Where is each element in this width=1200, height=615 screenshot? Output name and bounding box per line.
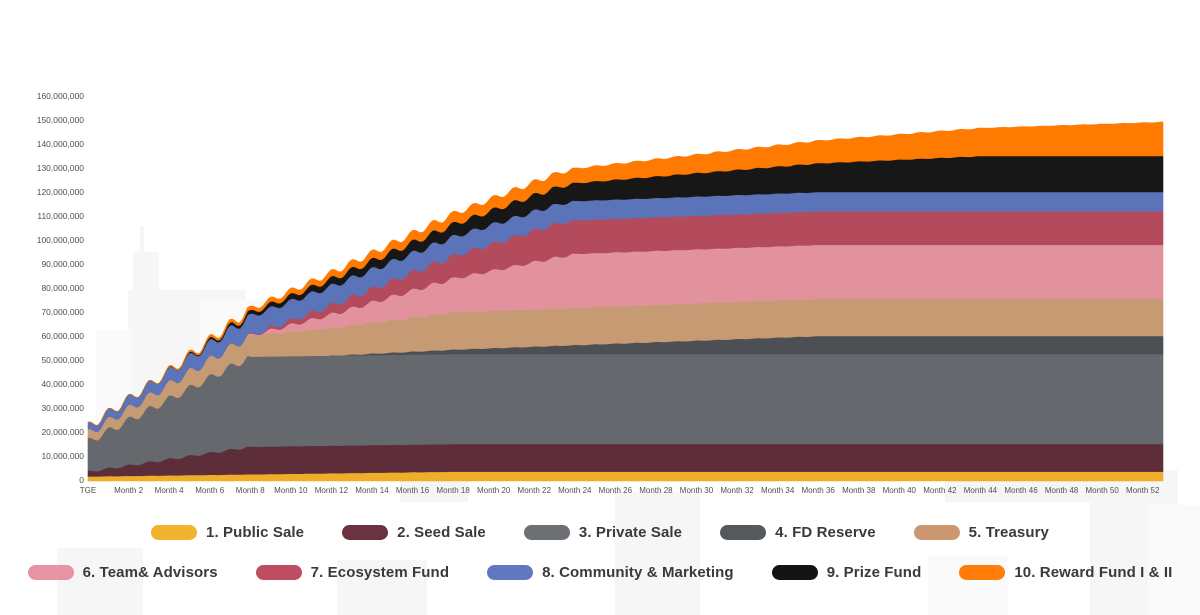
y-tick-label: 30,000,000 [41,403,84,413]
x-tick-label: Month 40 [883,486,917,495]
legend-swatch-treasury [913,524,960,540]
legend-label-ecosystem-fund: 7. Ecosystem Fund [310,563,450,581]
x-tick-label: Month 10 [274,486,308,495]
legend-swatch-prize-fund [771,564,818,580]
y-tick-label: 50,000,000 [41,355,84,365]
legend-item-community-marketing[interactable]: 8. Community & Marketing [487,564,734,581]
legend-label-private-sale: 3. Private Sale [578,523,683,541]
x-tick-label-tge: TGE [80,486,96,495]
legend-swatch-public-sale [151,524,198,540]
legend-row-1: 1. Public Sale 2. Seed Sale 3. Private Sal… [0,512,1200,552]
x-tick-label: Month 48 [1045,486,1079,495]
x-tick-label: Month 26 [599,486,633,495]
legend-swatch-ecosystem-fund [255,564,302,580]
legend-label-team-advisors: 6. Team& Advisors [82,563,218,581]
x-tick-label: Month 34 [761,486,795,495]
stacked-area-chart: 0 10,000,000 20,000,000 30,000,000 40,000,00… [37,91,1164,495]
y-tick-label: 120,000,000 [37,187,85,197]
x-tick-label: Month 12 [315,486,349,495]
y-tick-label: 100,000,000 [37,235,85,245]
skyline-watermark-castle-tower [133,252,159,312]
x-tick-label: Month 16 [396,486,430,495]
legend-swatch-team-advisors [27,564,74,580]
legend-item-ecosystem-fund[interactable]: 7. Ecosystem Fund [255,563,450,581]
y-tick-label: 150,000,000 [37,115,85,125]
skyline-watermark-block [57,548,143,615]
y-tick-label: 90,000,000 [41,259,84,269]
x-tick-label: Month 46 [1004,486,1038,495]
legend-label-reward-fund-i-ii: 10. Reward Fund I & II [1014,563,1173,581]
y-tick-label: 80,000,000 [41,283,84,293]
legend-swatch-fd-reserve [720,524,767,540]
x-tick-label: Month 30 [680,486,714,495]
legend-swatch-community-marketing [487,564,534,580]
x-tick-label: Month 38 [842,486,876,495]
area-reward-fund-i-ii [87,121,1164,426]
x-tick-label: Month 18 [436,486,470,495]
legend-swatch-seed-sale [342,524,389,540]
x-tick-label: Month 28 [639,486,673,495]
skyline-watermark-castle-spire [140,226,144,266]
legend-label-public-sale: 1. Public Sale [206,523,305,541]
y-tick-label: 60,000,000 [41,331,84,341]
x-tick-label: Month 22 [518,486,552,495]
x-tick-label: Month 20 [477,486,511,495]
x-tick-label: Month 4 [155,486,184,495]
x-tick-label: Month 50 [1085,486,1119,495]
y-tick-label: 70,000,000 [41,307,84,317]
legend-item-private-sale[interactable]: 3. Private Sale [523,523,683,541]
y-tick-label: 0 [79,475,84,485]
x-tick-label: Month 36 [802,486,836,495]
y-tick-label: 10,000,000 [41,451,84,461]
x-tick-label: Month 24 [558,486,592,495]
x-tick-label: Month 42 [923,486,957,495]
legend-swatch-reward-fund-i-ii [959,564,1006,580]
x-tick-label: Month 32 [720,486,754,495]
legend-label-fd-reserve: 4. FD Reserve [775,523,876,541]
y-tick-label: 140,000,000 [37,139,85,149]
legend-label-prize-fund: 9. Prize Fund [826,563,922,581]
legend-item-treasury[interactable]: 5. Treasury [913,523,1049,541]
legend-label-seed-sale: 2. Seed Sale [397,523,486,541]
skyline-watermark-block [400,478,468,502]
chart-legend: 1. Public Sale 2. Seed Sale 3. Private Sal… [0,512,1200,592]
skyline-watermark-block [1148,505,1200,615]
y-tick-label: 160,000,000 [37,91,85,101]
x-tick-label: Month 14 [355,486,389,495]
y-tick-label: 130,000,000 [37,163,85,173]
legend-item-reward-fund-i-ii[interactable]: 10. Reward Fund I & II [959,564,1172,581]
x-tick-label: Month 6 [195,486,224,495]
x-tick-label: Month 2 [114,486,143,495]
area-seed-sale [87,443,1164,477]
legend-label-treasury: 5. Treasury [968,523,1049,541]
x-tick-label: Month 44 [964,486,998,495]
legend-item-fd-reserve[interactable]: 4. FD Reserve [720,524,876,541]
legend-item-prize-fund[interactable]: 9. Prize Fund [771,563,922,581]
legend-label-community-marketing: 8. Community & Marketing [542,563,734,581]
legend-item-seed-sale[interactable]: 2. Seed Sale [342,524,486,541]
legend-item-team-advisors[interactable]: 6. Team& Advisors [27,563,218,581]
y-tick-label: 40,000,000 [41,379,84,389]
x-tick-label: Month 52 [1126,486,1160,495]
legend-row-2: 6. Team& Advisors 7. Ecosystem Fund 8. Com… [0,552,1200,592]
legend-swatch-private-sale [523,524,570,540]
skyline-watermark-block [615,492,700,615]
legend-item-public-sale[interactable]: 1. Public Sale [151,524,304,541]
skyline-watermark-block [337,560,427,615]
y-tick-label: 20,000,000 [41,427,84,437]
x-tick-label: Month 8 [236,486,265,495]
y-tick-label: 110,000,000 [37,211,84,221]
